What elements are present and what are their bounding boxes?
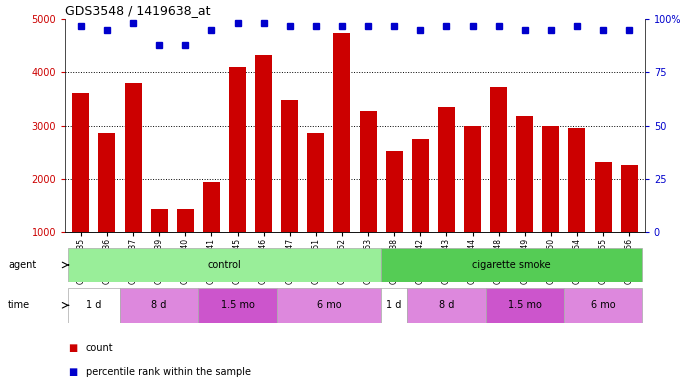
Text: time: time: [8, 300, 30, 310]
Text: percentile rank within the sample: percentile rank within the sample: [86, 367, 251, 377]
Bar: [333, 33, 351, 286]
Text: 1.5 mo: 1.5 mo: [221, 300, 255, 310]
Bar: [595, 162, 611, 286]
Bar: [120, 288, 198, 323]
Text: 1 d: 1 d: [86, 300, 102, 310]
Text: count: count: [86, 343, 113, 353]
Text: control: control: [208, 260, 241, 270]
Bar: [464, 126, 481, 286]
Bar: [99, 133, 115, 286]
Bar: [125, 83, 141, 286]
Bar: [412, 139, 429, 286]
Bar: [386, 151, 403, 286]
Bar: [490, 88, 507, 286]
Text: GDS3548 / 1419638_at: GDS3548 / 1419638_at: [65, 3, 211, 17]
Bar: [564, 288, 642, 323]
Text: 6 mo: 6 mo: [316, 300, 341, 310]
Text: agent: agent: [8, 260, 36, 270]
Bar: [276, 288, 381, 323]
Text: ■: ■: [69, 343, 78, 353]
Bar: [255, 55, 272, 286]
Bar: [72, 93, 89, 286]
Bar: [229, 67, 246, 286]
Bar: [486, 288, 564, 323]
Bar: [438, 107, 455, 286]
Bar: [198, 288, 276, 323]
Bar: [359, 111, 377, 286]
Bar: [407, 288, 486, 323]
Text: ■: ■: [69, 367, 78, 377]
Bar: [543, 126, 559, 286]
Bar: [569, 128, 585, 286]
Bar: [621, 165, 638, 286]
Bar: [381, 248, 642, 282]
Text: 1 d: 1 d: [386, 300, 402, 310]
Bar: [381, 288, 407, 323]
Text: cigarette smoke: cigarette smoke: [473, 260, 551, 270]
Bar: [307, 133, 324, 286]
Text: 8 d: 8 d: [152, 300, 167, 310]
Bar: [177, 209, 193, 286]
Bar: [517, 116, 533, 286]
Text: 8 d: 8 d: [439, 300, 454, 310]
Bar: [68, 288, 120, 323]
Bar: [203, 182, 220, 286]
Bar: [151, 209, 167, 286]
Bar: [281, 100, 298, 286]
Text: 1.5 mo: 1.5 mo: [508, 300, 542, 310]
Bar: [68, 248, 381, 282]
Text: 6 mo: 6 mo: [591, 300, 615, 310]
